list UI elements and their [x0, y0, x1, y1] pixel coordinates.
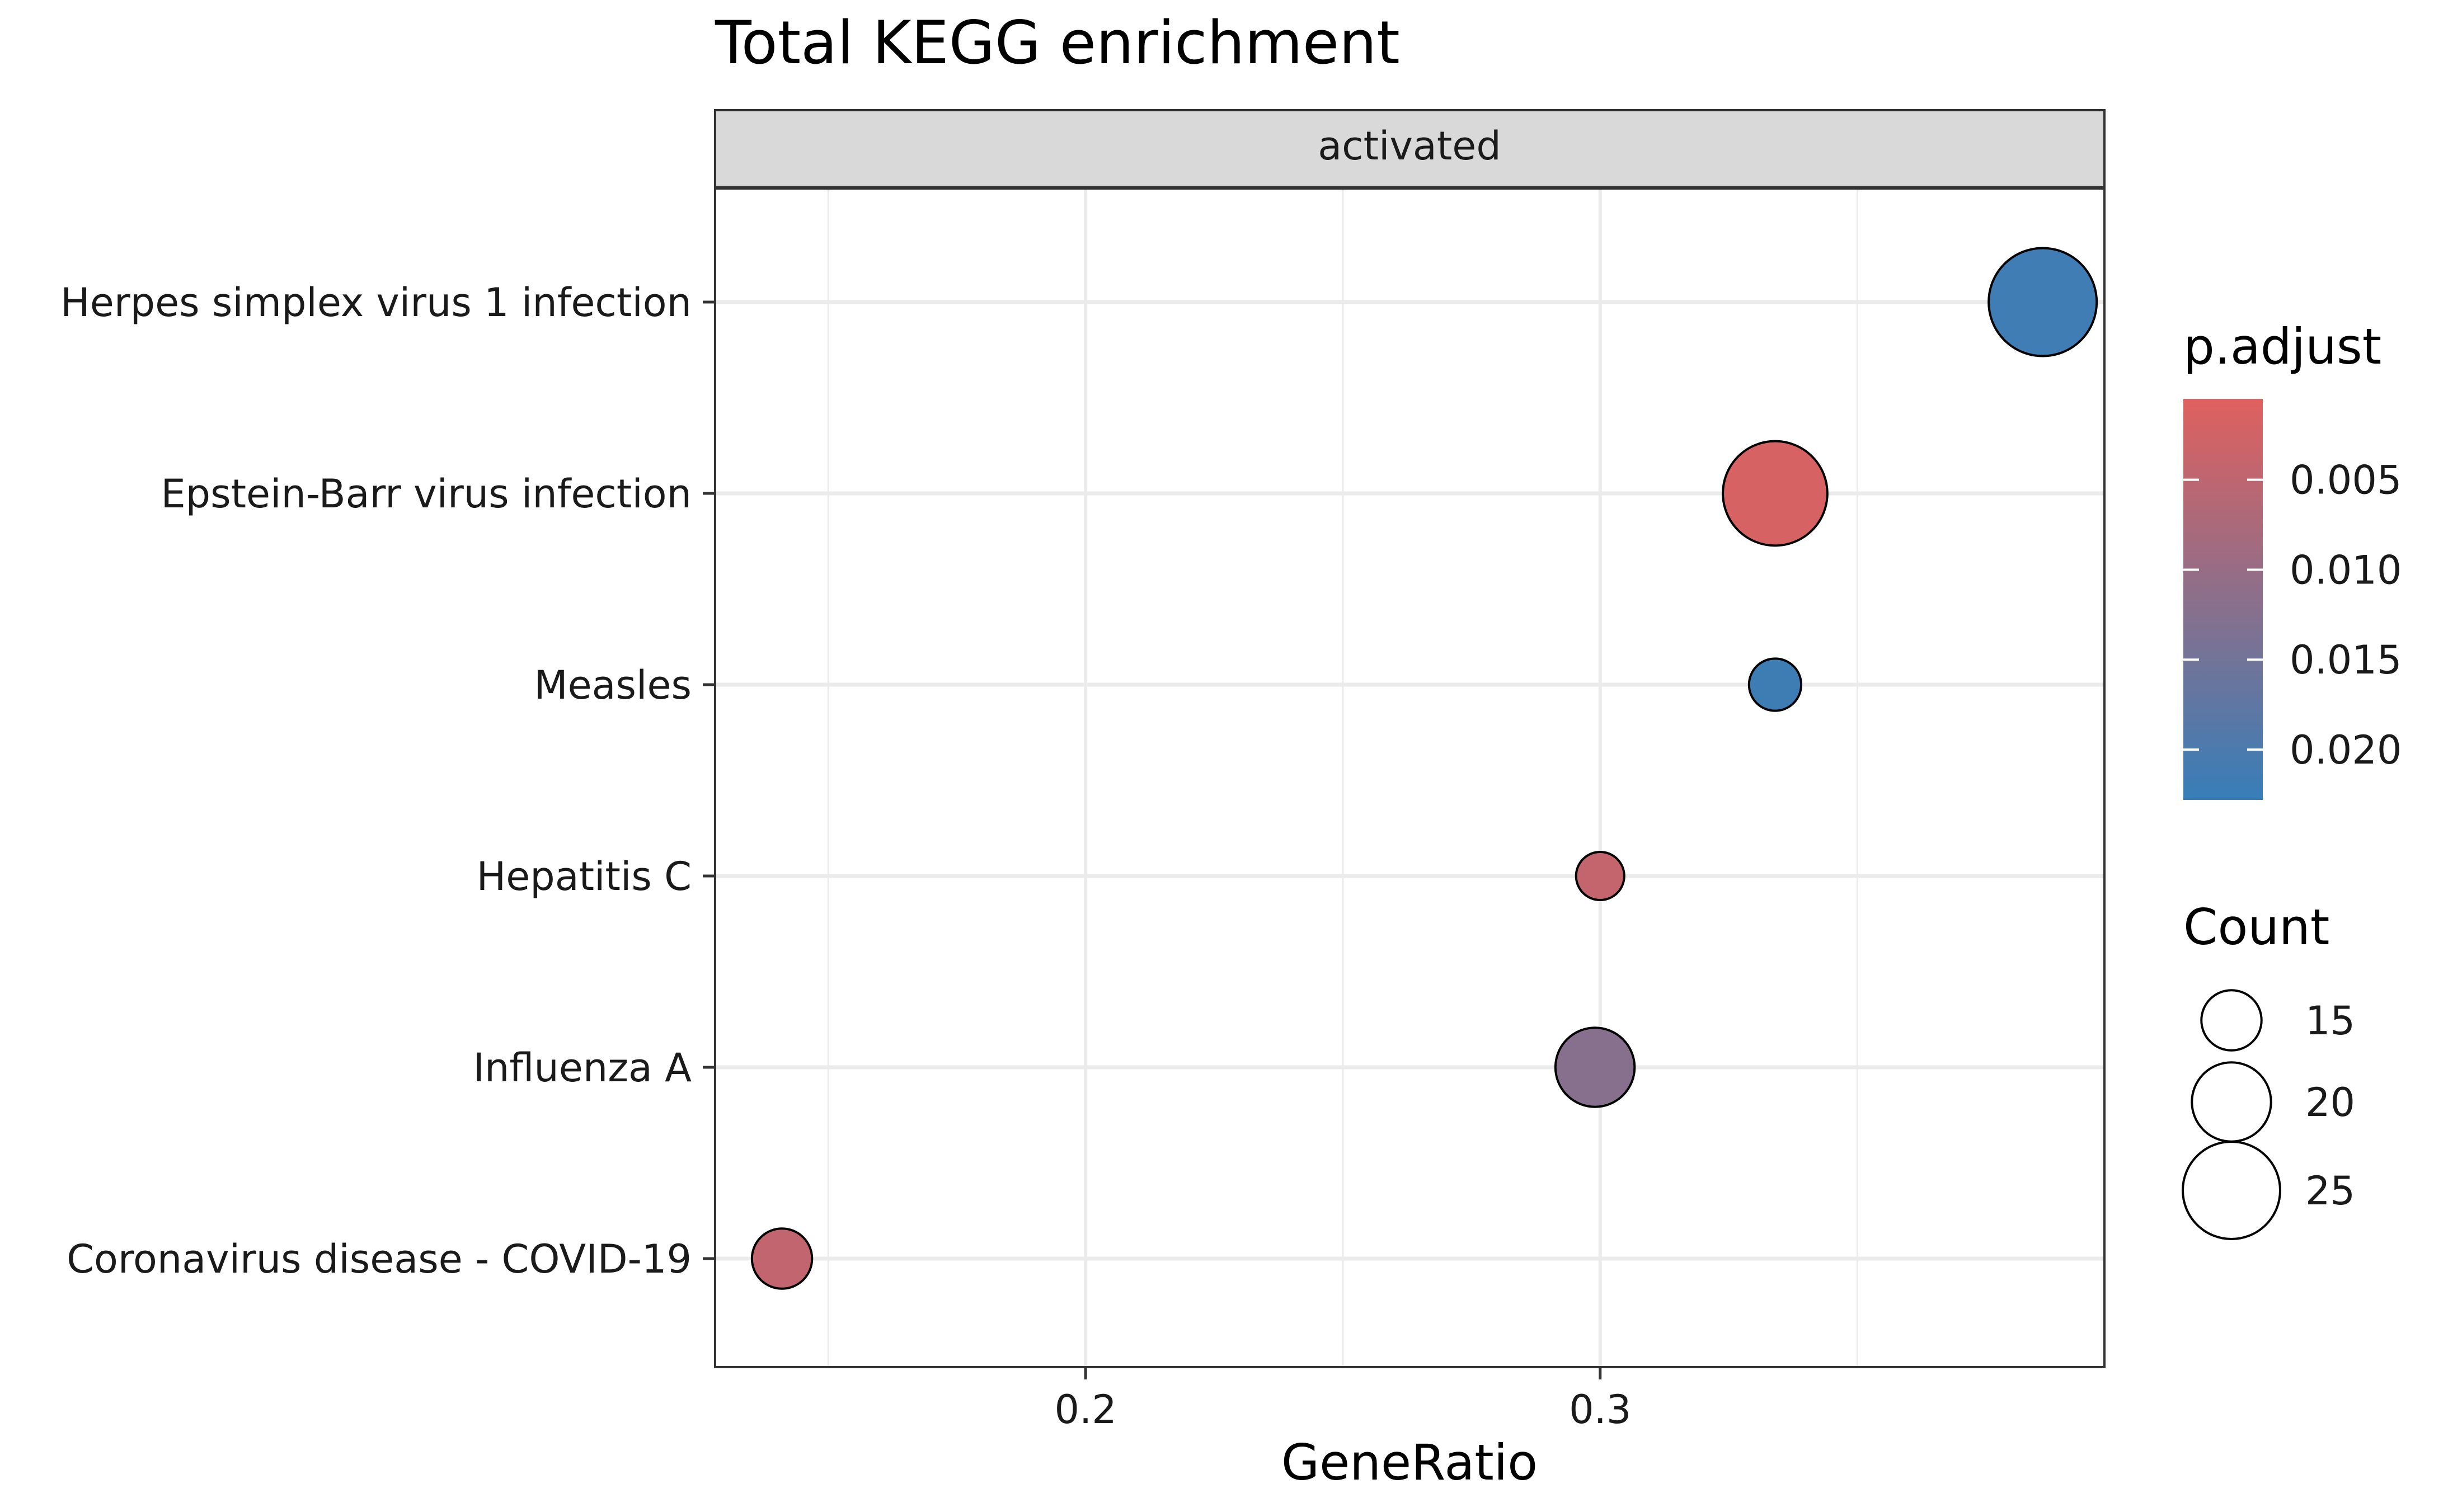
color-legend-label-3: 0.020: [2290, 727, 2402, 773]
point-4: [1554, 1026, 1636, 1108]
y-tick-label-0: Herpes simplex virus 1 infection: [60, 280, 692, 326]
y-tick-label-1: Epstein-Barr virus infection: [161, 471, 692, 517]
color-legend-title: p.adjust: [2183, 318, 2381, 375]
minor-grid: [827, 189, 1859, 1367]
y-tick-label-3: Hepatitis C: [477, 854, 692, 899]
color-legend: p.adjust 0.005 0.010 0.015 0.020: [2183, 318, 2402, 800]
size-legend-title: Count: [2183, 898, 2329, 956]
color-legend-bar: [2183, 399, 2263, 800]
size-legend-label-0: 15: [2305, 998, 2355, 1044]
plot-panel-border: [714, 187, 2106, 1368]
y-tick-label-5: Coronavirus disease - COVID-19: [67, 1236, 692, 1282]
size-legend-circle-2: [2182, 1141, 2281, 1240]
color-legend-label-1: 0.010: [2290, 547, 2402, 593]
x-tick-label-0: 0.2: [1054, 1387, 1116, 1433]
size-legend-circle-1: [2191, 1061, 2272, 1143]
major-grid: [715, 189, 2104, 1367]
facet-label: activated: [1318, 123, 1501, 169]
color-legend-label-0: 0.005: [2290, 458, 2402, 503]
data-points: [750, 247, 2098, 1290]
color-legend-label-2: 0.015: [2290, 637, 2402, 683]
y-axis: Herpes simplex virus 1 infection Epstein-…: [60, 280, 715, 1282]
y-tick-label-4: Influenza A: [473, 1045, 692, 1091]
plot-panel: [715, 189, 2104, 1367]
x-tick-label-1: 0.3: [1569, 1387, 1631, 1433]
x-axis-title: GeneRatio: [1281, 1434, 1538, 1491]
point-0: [1987, 247, 2098, 357]
point-5: [750, 1227, 814, 1290]
chart-title: Total KEGG enrichment: [715, 8, 1400, 77]
facet-strip: [714, 109, 2106, 189]
size-legend-label-1: 20: [2305, 1080, 2355, 1125]
size-legend-circle-0: [2200, 989, 2263, 1052]
point-1: [1722, 440, 1829, 547]
y-tick-label-2: Measles: [534, 662, 692, 708]
x-axis: 0.2 0.3: [1054, 1367, 1631, 1433]
point-3: [1575, 850, 1625, 902]
size-legend-label-2: 25: [2305, 1168, 2355, 1214]
point-2: [1747, 657, 1803, 712]
size-legend: Count 15 20 25: [2182, 898, 2355, 1240]
